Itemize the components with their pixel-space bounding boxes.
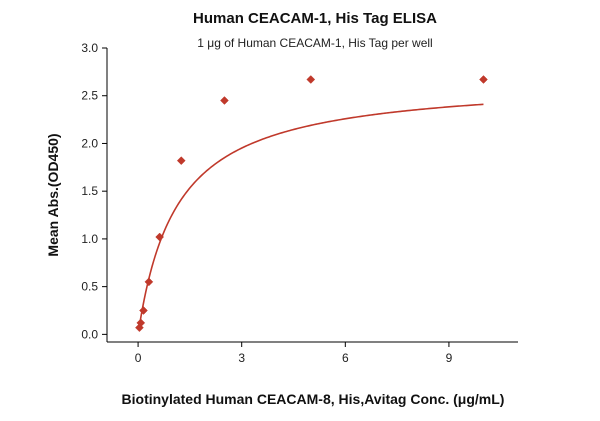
chart-subtitle: 1 μg of Human CEACAM-1, His Tag per well	[197, 36, 432, 50]
axes	[106, 48, 518, 343]
data-point	[144, 277, 154, 287]
y-ticks: 0.0 0.5 1.0 1.5 2.0 2.5 3.0	[81, 41, 107, 341]
data-point	[139, 306, 148, 315]
x-tick-label: 9	[446, 351, 453, 365]
x-ticks: 0 3 6 9	[135, 342, 453, 365]
y-tick-label: 2.5	[81, 89, 98, 103]
y-tick-label: 0.5	[81, 280, 98, 294]
x-tick-label: 3	[238, 351, 245, 365]
data-point	[176, 156, 186, 165]
data-point	[155, 232, 165, 242]
data-point	[220, 96, 229, 105]
y-axis-label: Mean Abs.(OD450)	[45, 133, 61, 256]
fit-curve-group	[138, 103, 484, 326]
y-tick-label: 2.0	[81, 136, 98, 150]
chart-title: Human CEACAM-1, His Tag ELISA	[193, 10, 437, 27]
fit-curve	[138, 103, 484, 326]
data-point	[306, 75, 316, 84]
data-point	[479, 75, 488, 84]
data-point	[136, 318, 146, 328]
y-tick-label: 3.0	[81, 41, 98, 55]
data-points	[135, 75, 488, 333]
y-tick-label: 1.0	[81, 232, 98, 246]
x-tick-label: 0	[135, 351, 142, 365]
x-axis-label: Biotinylated Human CEACAM-8, His,Avitag …	[122, 391, 505, 407]
x-tick-label: 6	[342, 351, 349, 365]
y-tick-label: 0.0	[81, 327, 98, 341]
y-tick-label: 1.5	[81, 184, 98, 198]
